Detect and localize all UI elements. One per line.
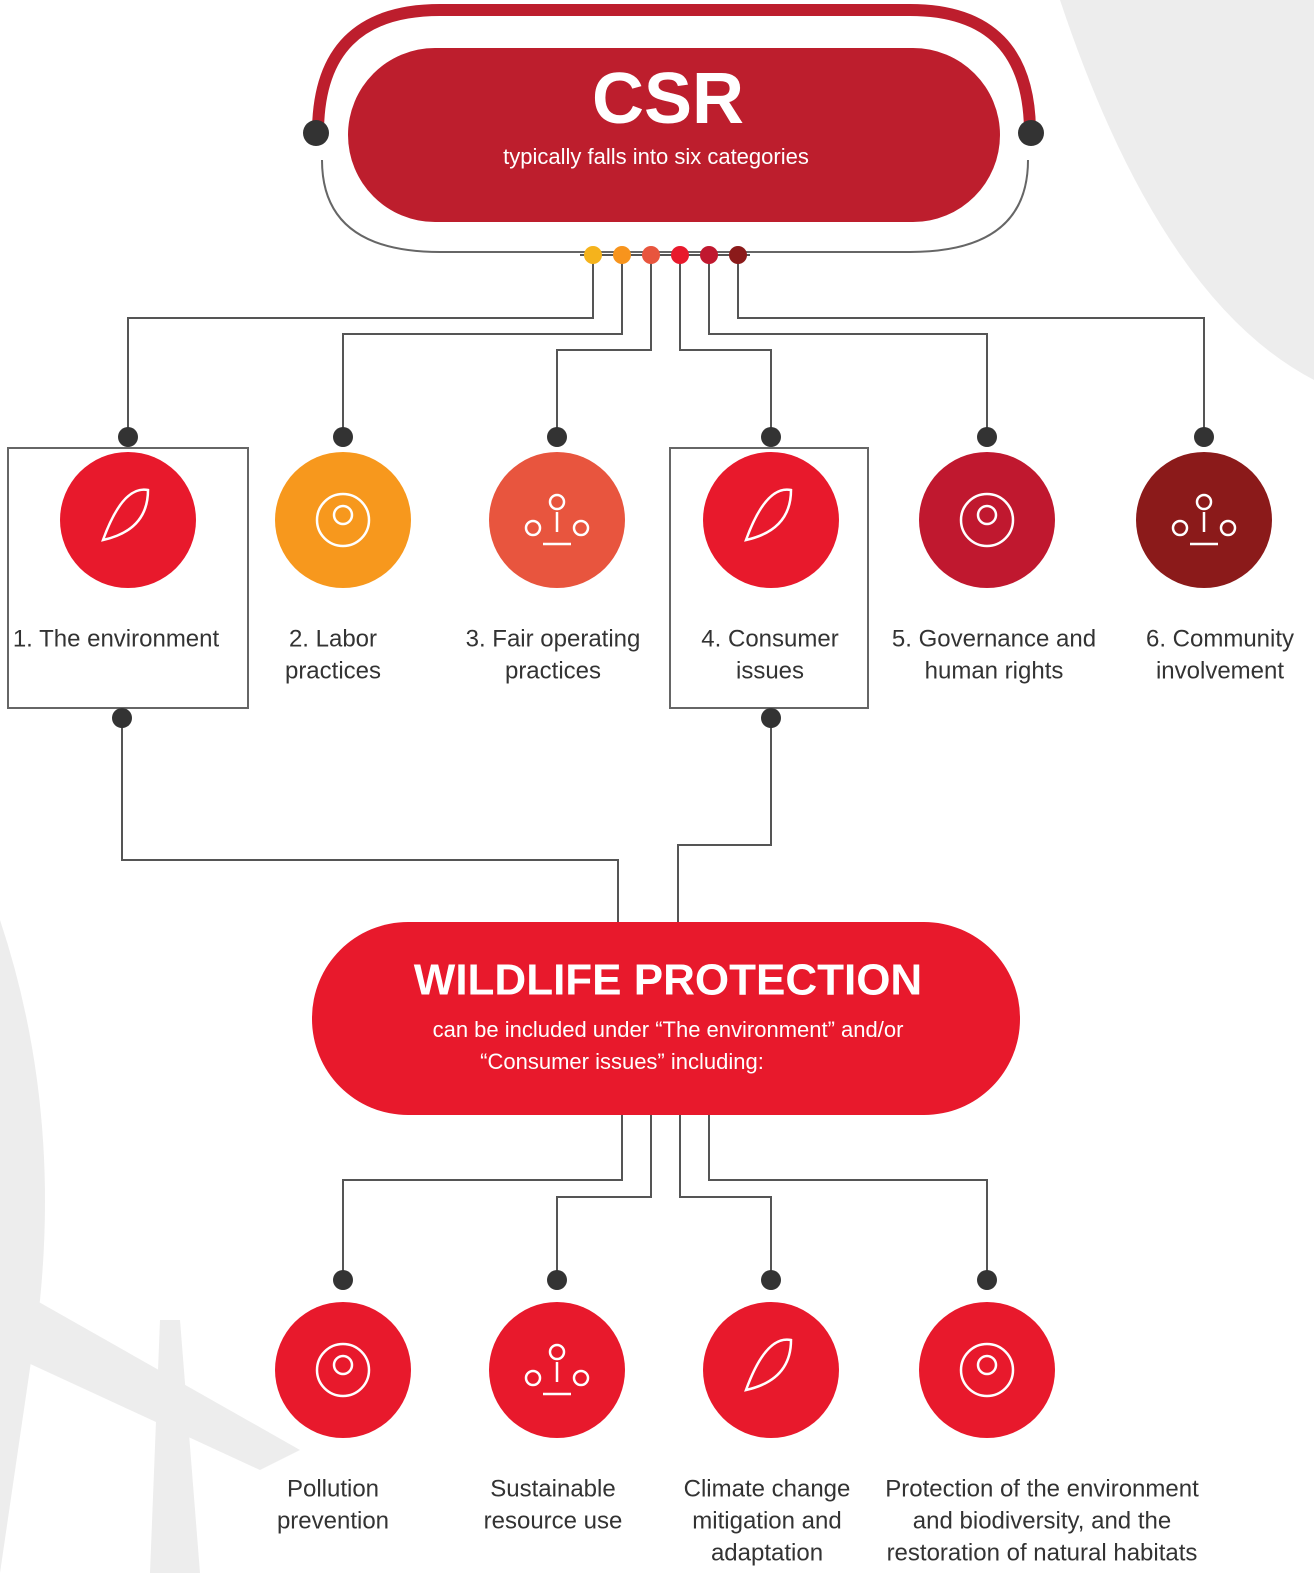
title: CSR	[592, 59, 744, 139]
diagram: CSR typically falls into six categories …	[0, 0, 1314, 1573]
connector	[557, 255, 651, 437]
connector-dot	[584, 246, 602, 264]
item-icon-circle	[703, 1302, 839, 1438]
connector-dot	[977, 1270, 997, 1290]
category-label: issues	[736, 657, 804, 684]
connector-dot	[118, 427, 138, 447]
item-icon-circle	[919, 1302, 1055, 1438]
category-label: 2. Labor	[289, 625, 377, 652]
connector-dot	[547, 427, 567, 447]
item-label: Protection of the environment	[885, 1475, 1199, 1502]
item-icon-circle	[275, 1302, 411, 1438]
connector	[128, 255, 593, 437]
connector-dot	[642, 246, 660, 264]
category-label: involvement	[1156, 657, 1284, 684]
category-label: practices	[505, 657, 601, 684]
connector	[680, 1115, 771, 1280]
connectors	[122, 255, 1204, 1280]
category-icon-circle	[919, 452, 1055, 588]
connector-dot	[547, 1270, 567, 1290]
connector	[678, 718, 771, 922]
item-label: restoration of natural habitats	[887, 1539, 1198, 1566]
category-label: 4. Consumer	[701, 625, 838, 652]
connector-dot	[761, 708, 781, 728]
connector-dot	[1194, 427, 1214, 447]
item-label: adaptation	[711, 1539, 823, 1566]
connector-dot	[700, 246, 718, 264]
connector-dot	[671, 246, 689, 264]
connector	[122, 718, 618, 922]
category-label: practices	[285, 657, 381, 684]
focus-text: “Consumer issues” including:	[480, 1049, 764, 1074]
connector	[557, 1115, 651, 1280]
connector-dot	[729, 246, 747, 264]
focus-title: WILDLIFE PROTECTION	[414, 956, 922, 1005]
subtitle: typically falls into six categories	[503, 144, 809, 169]
item-label: Pollution	[287, 1475, 379, 1502]
category-label: 3. Fair operating	[466, 625, 641, 652]
connector-dot	[761, 1270, 781, 1290]
connector-dot	[761, 427, 781, 447]
item-label: mitigation and	[692, 1507, 841, 1534]
item-label: and biodiversity, and the	[913, 1507, 1171, 1534]
category-icon-circle	[60, 452, 196, 588]
connector	[680, 255, 771, 437]
category-icon-circle	[275, 452, 411, 588]
category-label: 6. Community	[1146, 625, 1294, 652]
category-label: 1. The environment	[13, 625, 220, 652]
item-label: resource use	[484, 1507, 623, 1534]
connector	[709, 255, 987, 437]
item-label: Climate change	[684, 1475, 851, 1502]
connector	[343, 255, 622, 437]
category-icon-circle	[703, 452, 839, 588]
connector-dot	[112, 708, 132, 728]
connector-dot	[333, 1270, 353, 1290]
item-label: prevention	[277, 1507, 389, 1534]
category-label: human rights	[925, 657, 1064, 684]
focus-text: can be included under “The environment” …	[433, 1017, 904, 1042]
connector-dot	[333, 427, 353, 447]
connector	[738, 255, 1204, 437]
connector-dot	[613, 246, 631, 264]
item-label: Sustainable	[490, 1475, 615, 1502]
connector-dot	[977, 427, 997, 447]
category-label: 5. Governance and	[892, 625, 1096, 652]
background	[0, 0, 1314, 1573]
